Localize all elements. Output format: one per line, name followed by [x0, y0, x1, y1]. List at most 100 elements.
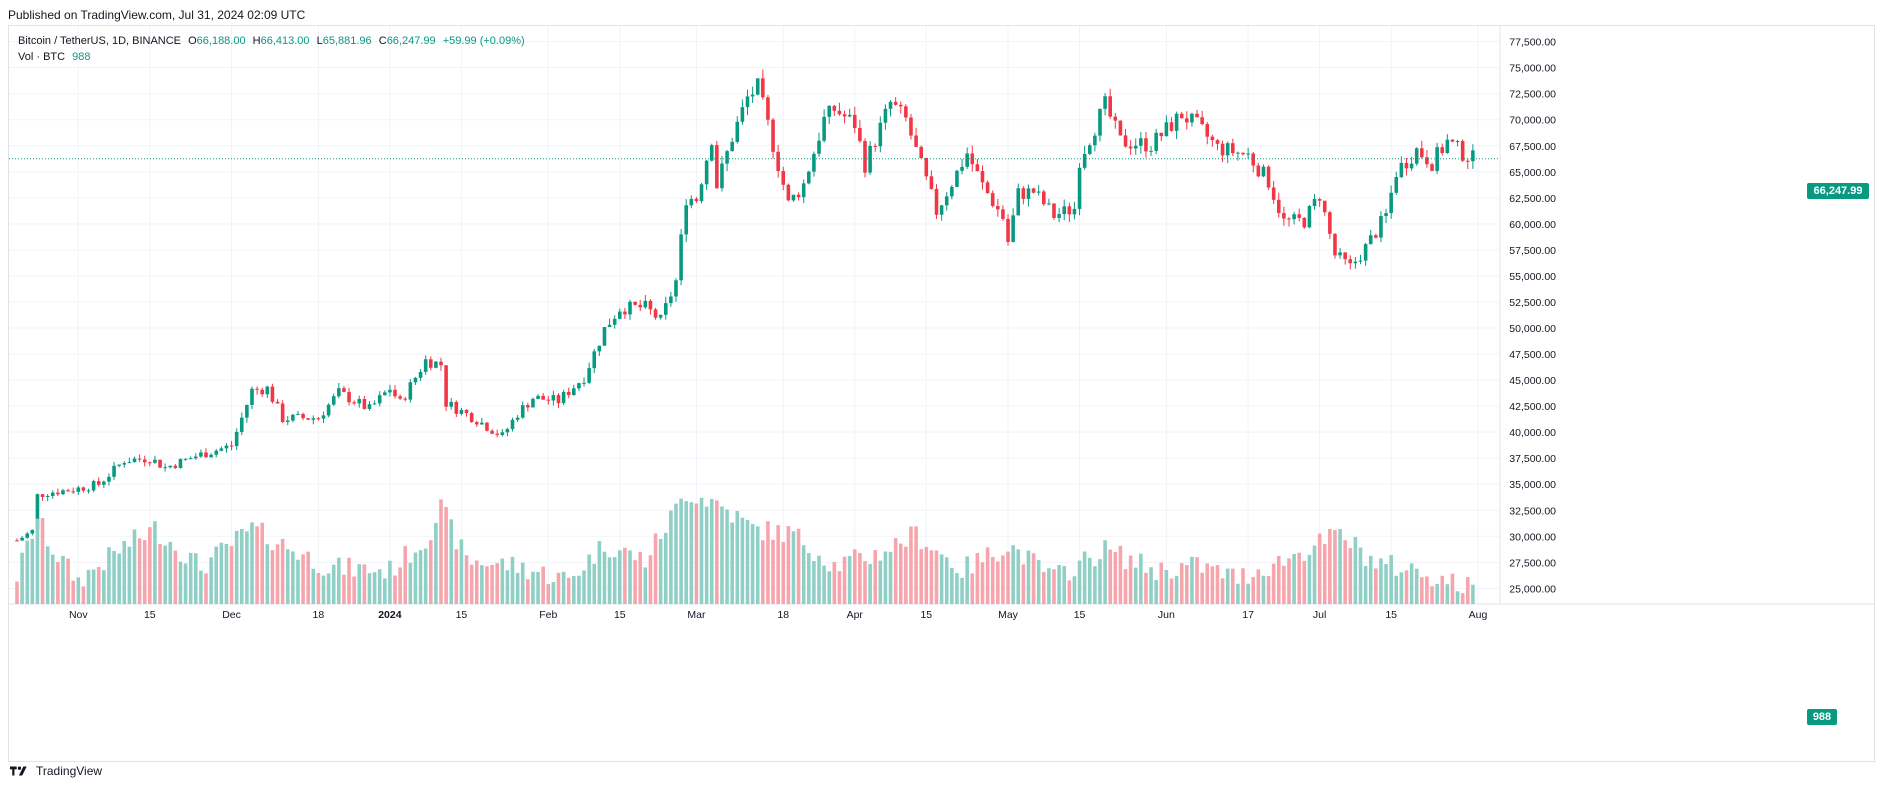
candle-body [873, 145, 877, 147]
candle-body [914, 135, 918, 147]
volume-bar [1001, 555, 1005, 604]
candle-body [755, 78, 760, 95]
candle-body [362, 399, 367, 409]
volume-bar [1195, 557, 1199, 604]
x-tick-label: 15 [456, 609, 468, 621]
low-label: L [316, 35, 323, 47]
volume-bar [234, 530, 239, 604]
candle-body [960, 166, 964, 171]
volume-bar [117, 553, 121, 604]
candle-body [761, 78, 765, 98]
candle-body [801, 183, 806, 198]
candle-body [117, 464, 121, 466]
candle-body [20, 537, 24, 541]
volume-bar [275, 544, 280, 604]
candle-body [858, 127, 862, 142]
volume-bar [500, 558, 505, 604]
volume-bar [1236, 583, 1240, 604]
volume-bar [832, 562, 837, 604]
candle-body [173, 465, 178, 468]
volume-bar [745, 520, 750, 604]
x-tick-label: 15 [144, 609, 156, 621]
candle-body [990, 193, 995, 206]
candle-body [1036, 191, 1041, 193]
volume-bar [265, 544, 270, 604]
volume-bar [1450, 573, 1455, 604]
volume-bar [1322, 544, 1327, 604]
volume-bar [260, 522, 264, 604]
candle-body [638, 304, 643, 308]
volume-bar [520, 562, 525, 604]
candle-body [474, 422, 479, 425]
volume-bar [725, 509, 729, 604]
volume-bar [796, 528, 801, 604]
volume-bar [618, 550, 622, 604]
volume-bar [623, 547, 627, 604]
candle-body [1414, 148, 1419, 164]
volume-bar [280, 538, 285, 604]
candle-body [357, 399, 362, 404]
volume-bar [1430, 586, 1434, 604]
open-value: O66,188.00 [188, 35, 246, 47]
volume-bar [71, 580, 75, 604]
volume-bar [1384, 563, 1388, 604]
candle-body [1205, 124, 1210, 137]
candle-body [812, 153, 816, 172]
y-tick-label: 77,500.00 [1509, 37, 1556, 49]
candle-body [924, 157, 929, 177]
volume-bar [285, 549, 290, 604]
volume-bar [372, 572, 377, 604]
volume-bar [357, 564, 362, 604]
volume-bar [965, 556, 969, 604]
volume-bar [219, 542, 224, 604]
y-tick-label: 52,500.00 [1509, 297, 1556, 309]
candle-body [898, 104, 903, 107]
candle-body [321, 415, 326, 419]
candle-body [1471, 150, 1475, 162]
volume-bar [50, 554, 55, 604]
volume-bar [873, 550, 877, 604]
candle-body [934, 188, 939, 215]
volume-bar [76, 577, 81, 604]
candle-body [592, 351, 597, 369]
candle-body [1113, 116, 1118, 121]
candlestick-chart[interactable]: 25,000.00 27,500.00 30,000.00 32,500.00 35,0… [9, 26, 1874, 761]
candle-body [45, 495, 50, 497]
candle-body [955, 170, 959, 187]
candle-body [817, 140, 821, 154]
candle-body [1379, 216, 1383, 238]
volume-bar [776, 525, 780, 604]
candle-body [408, 382, 413, 400]
volume-bar [1333, 530, 1337, 604]
candle-body [842, 114, 847, 117]
volume-bar [868, 564, 872, 604]
volume-bar [1343, 540, 1347, 604]
volume-bar [638, 551, 643, 604]
volume-bar [1215, 565, 1220, 604]
volume-bar [480, 565, 484, 604]
candle-body [653, 309, 658, 318]
candle-body [1302, 217, 1307, 228]
volume-bar [1425, 576, 1429, 604]
candle-body [1006, 218, 1010, 242]
candle-body [275, 401, 280, 404]
volume-bar [546, 584, 551, 604]
volume-bar [980, 562, 985, 604]
candle-body [464, 409, 469, 414]
volume-bar [1077, 560, 1082, 604]
x-tick-label: Mar [687, 609, 706, 621]
x-tick-label: Feb [539, 609, 557, 621]
candle-body [306, 418, 310, 420]
candle-body [142, 459, 147, 463]
x-tick-label: 15 [920, 609, 932, 621]
volume-bar [699, 497, 704, 604]
candle-body [199, 452, 203, 457]
candle-body [234, 431, 239, 447]
candle-body [771, 119, 775, 152]
candle-body [367, 404, 372, 409]
candle-body [388, 389, 392, 393]
volume-legend: Vol · BTC 988 [18, 51, 95, 63]
volume-bar [209, 557, 213, 604]
volume-bar [163, 545, 167, 604]
candle-body [807, 171, 811, 184]
